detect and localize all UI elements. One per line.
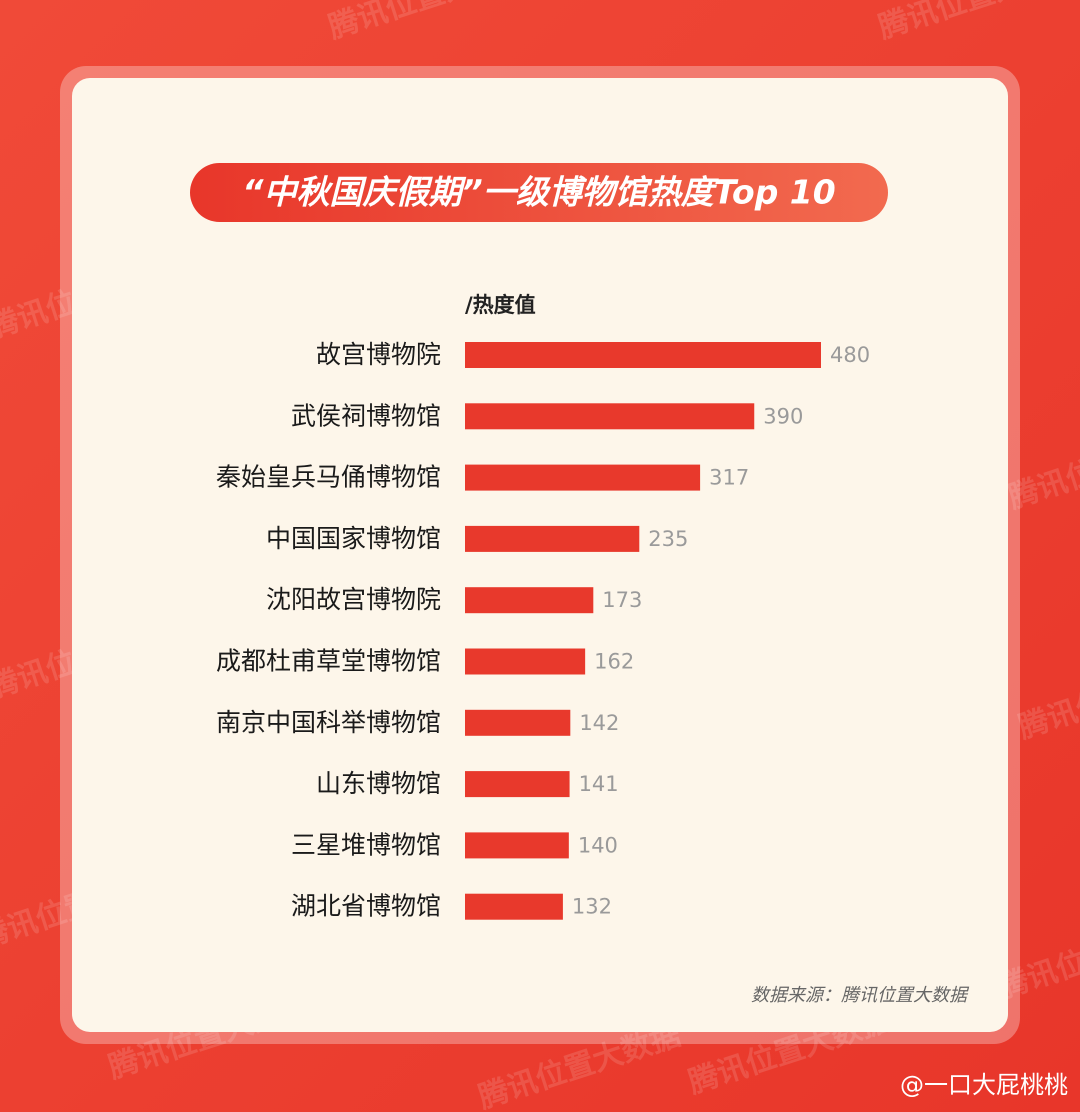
bar [465, 648, 586, 675]
source: 数据来源：腾讯位置大数据 [751, 985, 970, 1006]
axis-label: /热度值 [465, 293, 536, 317]
bar [465, 771, 570, 798]
chart-title: “中秋国庆假期”一级博物馆热度Top 10 [242, 173, 835, 212]
plot: 故宫博物院 480 武侯祠博物馆 390 秦始皇兵马俑博物馆 317 中国国家博物馆 235 沈… [216, 340, 870, 921]
bar [465, 587, 594, 614]
value-label: 317 [709, 466, 749, 490]
value-label: 140 [578, 833, 618, 857]
bar [465, 342, 821, 368]
category-label: 三星堆博物馆 [291, 830, 441, 859]
value-label: 132 [572, 895, 612, 919]
title-pill [190, 163, 888, 222]
value-label: 480 [830, 343, 870, 367]
category-label: 成都杜甫草堂博物馆 [216, 647, 441, 676]
value-label: 142 [579, 711, 619, 735]
category-label: 武侯祠博物馆 [291, 401, 441, 430]
category-label: 沈阳故宫博物院 [266, 585, 441, 614]
value-label: 173 [602, 588, 642, 612]
credit: @一口大屁桃桃 [900, 1071, 1068, 1099]
category-label: 中国国家博物馆 [266, 524, 441, 553]
bar [465, 709, 571, 736]
bar [465, 525, 640, 552]
value-label: 141 [579, 772, 619, 796]
category-label: 山东博物馆 [316, 769, 441, 798]
category-label: 南京中国科举博物馆 [216, 708, 441, 737]
category-label: 秦始皇兵马俑博物馆 [216, 463, 441, 492]
category-label: 湖北省博物馆 [291, 892, 441, 921]
bar [465, 832, 569, 859]
bar [465, 403, 755, 430]
card [72, 78, 1008, 1032]
value-label: 162 [594, 650, 634, 674]
value-label: 235 [648, 527, 688, 551]
category-label: 故宫博物院 [316, 340, 441, 369]
bar [465, 464, 701, 491]
value-label: 390 [763, 404, 803, 428]
bar [465, 893, 563, 920]
